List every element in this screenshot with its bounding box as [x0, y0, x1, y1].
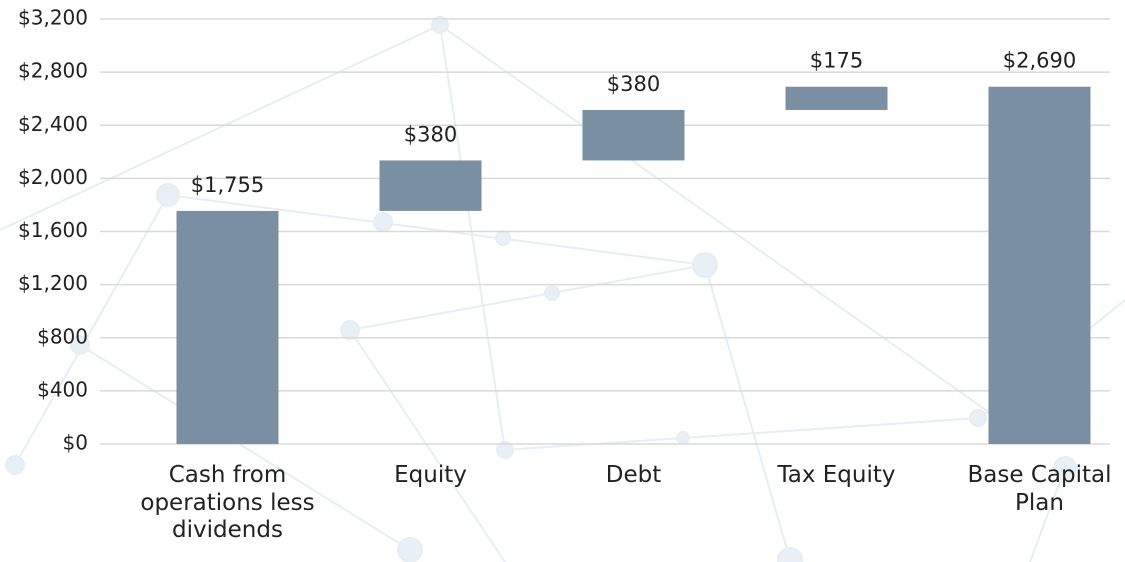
- y-tick-label: $0: [63, 431, 88, 455]
- y-tick-label: $800: [37, 324, 88, 348]
- bar: [176, 210, 279, 444]
- y-tick-label: $2,800: [18, 59, 88, 83]
- x-tick-label-box: Equity: [394, 462, 467, 488]
- x-tick-label: Base Capital Plan: [967, 462, 1112, 516]
- bar: [785, 86, 888, 110]
- y-tick-label: $2,400: [18, 112, 88, 136]
- y-tick-label: $1,600: [18, 218, 88, 242]
- bar: [379, 160, 482, 211]
- x-tick-label-box: Debt: [605, 462, 662, 488]
- value-label: $380: [404, 122, 457, 146]
- bar: [582, 109, 685, 161]
- value-label: $1,755: [191, 173, 264, 197]
- value-label: $175: [810, 49, 863, 73]
- bar: [988, 86, 1091, 444]
- y-tick-label: $400: [37, 377, 88, 401]
- x-tick-label-box: Tax Equity: [777, 462, 896, 488]
- x-tick-label: Cash from operations less dividends: [140, 462, 315, 544]
- x-tick-label-box: Base Capital Plan: [967, 462, 1112, 516]
- value-label: $380: [607, 72, 660, 96]
- value-label: $2,690: [1003, 49, 1076, 73]
- x-tick-label-box: Cash from operations less dividends: [140, 462, 315, 544]
- x-tick-label: Debt: [605, 462, 662, 488]
- y-tick-label: $2,000: [18, 165, 88, 189]
- y-tick-label: $1,200: [18, 271, 88, 295]
- x-tick-label: Tax Equity: [777, 462, 896, 488]
- x-tick-label: Equity: [394, 462, 467, 488]
- y-tick-label: $3,200: [18, 6, 88, 30]
